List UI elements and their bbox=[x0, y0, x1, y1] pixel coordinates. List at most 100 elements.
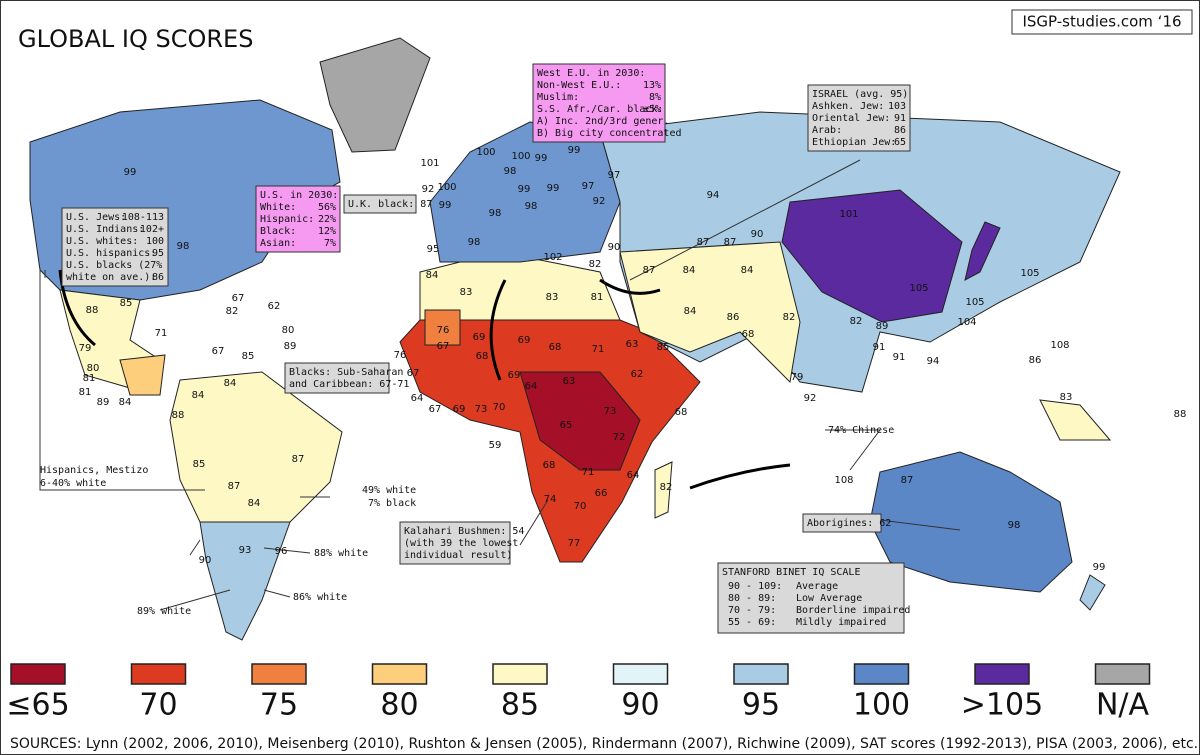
region-label: 84 bbox=[192, 390, 205, 401]
region-label: 70 bbox=[574, 501, 587, 512]
annotation-line: A) Inc. 2nd/3rd gener. bbox=[537, 116, 669, 127]
region-label: 86 bbox=[727, 312, 740, 323]
region-label: 99 bbox=[547, 183, 560, 194]
legend-label: 85 bbox=[501, 688, 539, 723]
arrow bbox=[489, 279, 507, 381]
region-label: 93 bbox=[239, 545, 252, 556]
region-label: 98 bbox=[489, 208, 502, 219]
annotation-key: Muslim: bbox=[537, 92, 579, 103]
annotation-value: 7% bbox=[324, 238, 336, 249]
annotation-key: U.S. hispanics: bbox=[66, 248, 156, 259]
annotation-box bbox=[61, 207, 169, 287]
annotation-box bbox=[255, 185, 341, 253]
region-label: 67 bbox=[437, 341, 450, 352]
region-label: 87 bbox=[697, 237, 710, 248]
region-label: 87 bbox=[643, 265, 656, 276]
region-label: 84 bbox=[684, 306, 697, 317]
region-label: 69 bbox=[473, 332, 486, 343]
legend-swatch bbox=[974, 663, 1030, 685]
annotation-value: 86 bbox=[894, 125, 906, 136]
legend-label: 90 bbox=[621, 688, 659, 723]
annotation-line: Blacks: Sub-Saharan bbox=[289, 367, 403, 378]
legend-label: 70 bbox=[139, 688, 177, 723]
annotation-line: Aborigines: 62 bbox=[807, 518, 891, 529]
region-label: 68 bbox=[476, 351, 489, 362]
region-label: 87 bbox=[292, 454, 305, 465]
scale-meaning: Low Average bbox=[796, 593, 862, 604]
region-label: 89 bbox=[876, 321, 889, 332]
annotation-key: Asian: bbox=[260, 238, 296, 249]
region-label: 99 bbox=[1093, 562, 1106, 573]
legend-label: ≤65 bbox=[6, 688, 69, 723]
region-label: 80 bbox=[282, 325, 295, 336]
region-label: 65 bbox=[560, 420, 573, 431]
note: 7% black bbox=[368, 498, 416, 509]
region-label: 69 bbox=[508, 370, 521, 381]
annotation-box bbox=[284, 362, 390, 394]
annotation-box bbox=[532, 63, 666, 143]
region-label: 71 bbox=[582, 467, 595, 478]
annotation-key: white on ave.): bbox=[66, 272, 156, 283]
region-label: 98 bbox=[177, 241, 190, 252]
region-label: 89 bbox=[284, 341, 297, 352]
region-label: 84 bbox=[741, 265, 754, 276]
annotation-line: West E.U. in 2030: bbox=[537, 68, 645, 79]
annotation-value: ±5% bbox=[643, 104, 661, 115]
region-label: 68 bbox=[549, 342, 562, 353]
madagascar bbox=[654, 461, 673, 519]
region-label: 63 bbox=[626, 339, 639, 350]
note: 6-40% white bbox=[40, 478, 106, 489]
legend-swatch bbox=[612, 663, 669, 685]
new-zealand bbox=[1079, 574, 1106, 611]
region-label: 108 bbox=[1050, 340, 1069, 351]
region-label: 67 bbox=[232, 293, 245, 304]
annotation-box bbox=[807, 84, 911, 152]
region-label: 88 bbox=[172, 410, 185, 421]
region-label: 98 bbox=[504, 166, 517, 177]
credit: ISGP-studies.com ‘16 bbox=[1022, 13, 1181, 31]
annotations: West E.U. in 2030:Non-West E.U.: 13% Musli… bbox=[40, 63, 911, 634]
region-label: 99 bbox=[124, 167, 137, 178]
region-label: 101 bbox=[420, 158, 439, 169]
region-label: 70 bbox=[493, 402, 506, 413]
note: 86% white bbox=[293, 592, 347, 603]
annotation-value: 56% bbox=[318, 202, 336, 213]
region-label: 77 bbox=[568, 538, 581, 549]
region-label: 84 bbox=[683, 265, 696, 276]
annotation-line: individual result) bbox=[404, 550, 512, 561]
leader-lines bbox=[39, 159, 961, 611]
legend-label: 75 bbox=[260, 688, 298, 723]
region-label: 68 bbox=[543, 460, 556, 471]
annotation-line: B) Big city concentrated bbox=[537, 128, 682, 139]
region-label: 84 bbox=[426, 270, 439, 281]
annotation-value: 102+ bbox=[140, 224, 164, 235]
annotation-value: 103 bbox=[888, 101, 906, 112]
region-label: 85 bbox=[193, 459, 206, 470]
legend-swatch bbox=[1094, 663, 1151, 685]
region-label: 90 bbox=[608, 242, 621, 253]
region-label: 92 bbox=[422, 184, 435, 195]
legend-swatch bbox=[251, 663, 307, 685]
southern-cone bbox=[199, 521, 291, 641]
annotation-key: U.S. whites: bbox=[66, 236, 138, 247]
legend-label: >105 bbox=[961, 688, 1043, 723]
sources: SOURCES: Lynn (2002, 2006, 2010), Meisen… bbox=[10, 736, 1198, 752]
region-label: 64 bbox=[525, 381, 538, 392]
central-america bbox=[119, 354, 166, 396]
region-label: 79 bbox=[79, 343, 92, 354]
arrow bbox=[599, 278, 661, 295]
annotation-line: U.S. in 2030: bbox=[260, 190, 338, 201]
credit-box bbox=[1011, 9, 1193, 35]
region-label: 87 bbox=[228, 481, 241, 492]
region-label: 98 bbox=[525, 201, 538, 212]
region-label: 67 bbox=[212, 346, 225, 357]
region-label: 89 bbox=[97, 397, 110, 408]
region-label: 88 bbox=[86, 305, 99, 316]
region-label: 105 bbox=[1020, 268, 1039, 279]
annotation-key: Arab: bbox=[812, 125, 842, 136]
annotation-line: U.K. black: 87 bbox=[348, 199, 432, 210]
annotation-value: 22% bbox=[318, 214, 336, 225]
legend-swatch bbox=[10, 663, 66, 685]
annotation-line: U.S. blacks (27% bbox=[66, 260, 162, 271]
